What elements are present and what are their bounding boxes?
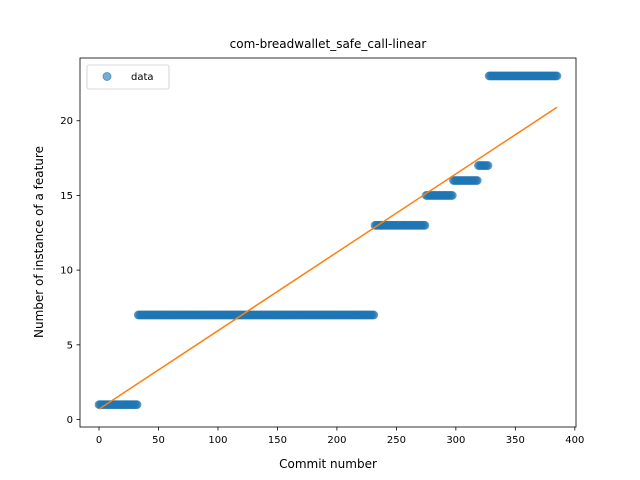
y-tick-label: 5 xyxy=(67,340,73,351)
axes-frame xyxy=(79,57,577,428)
x-tick-label: 300 xyxy=(446,435,465,446)
x-tick-label: 50 xyxy=(152,435,165,446)
x-tick-label: 400 xyxy=(565,435,584,446)
legend-box xyxy=(86,64,170,90)
fit-line xyxy=(98,106,558,410)
data-point xyxy=(483,161,493,170)
x-tick-label: 250 xyxy=(387,435,406,446)
y-tick-label: 15 xyxy=(60,191,73,202)
legend-marker xyxy=(102,72,112,81)
data-point xyxy=(552,71,562,81)
data-point xyxy=(369,310,379,320)
x-tick-label: 200 xyxy=(327,435,346,446)
chart-title: com-breadwallet_safe_call-linear xyxy=(230,37,427,51)
x-tick-label: 150 xyxy=(268,435,287,446)
x-tick-label: 350 xyxy=(506,435,525,446)
legend: data xyxy=(86,64,170,90)
x-axis-label: Commit number xyxy=(279,457,377,471)
data-point xyxy=(472,176,482,185)
y-tick-label: 0 xyxy=(67,415,73,426)
fit-line-layer xyxy=(98,106,558,410)
data-point xyxy=(420,220,430,230)
y-tick-label: 20 xyxy=(60,116,73,127)
y-axis-label: Number of instance of a feature xyxy=(32,146,46,338)
plot-background xyxy=(80,58,576,427)
axes: 0 50 100 150 200 250 300 350 400 0 5 10 15 20 xyxy=(60,57,584,446)
x-tick-label: 0 xyxy=(96,435,102,446)
x-tick-label: 100 xyxy=(208,435,227,446)
data-point xyxy=(132,400,142,409)
y-tick-label: 10 xyxy=(60,266,73,277)
legend-label-data: data xyxy=(131,72,154,83)
plot-area xyxy=(80,58,576,427)
data-point xyxy=(447,191,457,200)
